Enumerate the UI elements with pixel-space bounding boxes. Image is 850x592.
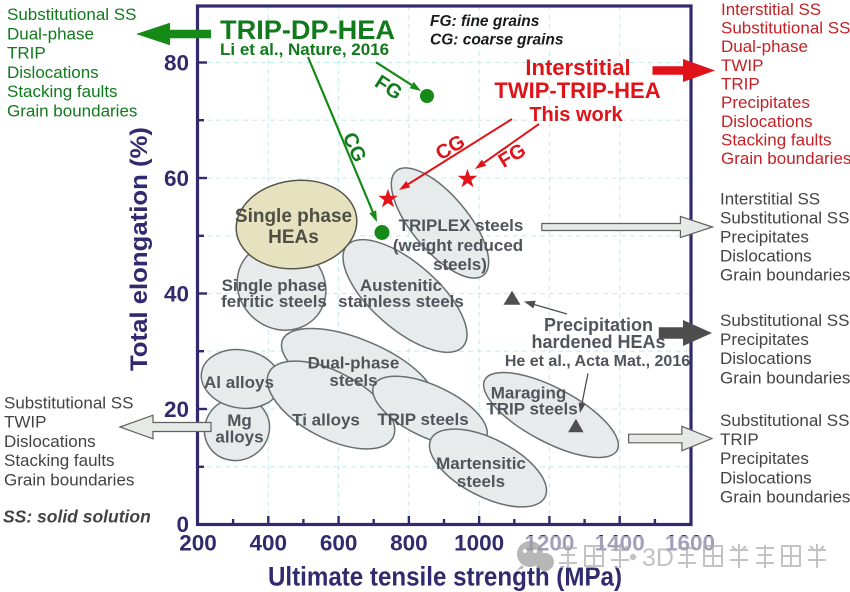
svg-text:CG: coarse grains: CG: coarse grains <box>430 32 564 49</box>
svg-text:stainless steels: stainless steels <box>338 292 464 311</box>
svg-text:Stacking faults: Stacking faults <box>7 82 118 101</box>
svg-text:Substitutional SS: Substitutional SS <box>4 393 133 412</box>
svg-text:Precipitates: Precipitates <box>720 330 809 349</box>
svg-text:Precipitates: Precipitates <box>720 228 809 247</box>
svg-text:TRIP: TRIP <box>7 44 46 63</box>
svg-text:3D: 3D <box>642 544 674 572</box>
svg-text:He et al., Acta Mat., 2016: He et al., Acta Mat., 2016 <box>505 353 690 370</box>
svg-text:steels: steels <box>329 371 377 390</box>
svg-text:alloys: alloys <box>215 428 263 447</box>
svg-text:Substitutional SS: Substitutional SS <box>720 411 849 430</box>
svg-text:ferritic steels: ferritic steels <box>221 292 327 311</box>
svg-text:TRIP: TRIP <box>720 430 759 449</box>
svg-text:Dislocations: Dislocations <box>721 112 813 131</box>
svg-text:Grain boundaries: Grain boundaries <box>7 102 137 121</box>
svg-text:Interstitial SS: Interstitial SS <box>721 0 821 19</box>
svg-text:Dual-phase: Dual-phase <box>721 37 808 56</box>
svg-text:HEAs: HEAs <box>268 227 319 248</box>
svg-text:Austenitic: Austenitic <box>360 276 442 295</box>
svg-text:This work: This work <box>529 104 623 126</box>
svg-text:Precipitates: Precipitates <box>721 93 810 112</box>
svg-text:800: 800 <box>390 531 428 556</box>
svg-text:Dislocations: Dislocations <box>720 468 812 487</box>
svg-text:Stacking faults: Stacking faults <box>721 131 832 150</box>
svg-text:Grain boundaries: Grain boundaries <box>721 149 850 168</box>
svg-text:Substitutional SS: Substitutional SS <box>720 208 849 227</box>
svg-text:steels: steels <box>457 472 505 491</box>
svg-text:Maraging: Maraging <box>491 384 567 403</box>
svg-text:20: 20 <box>164 397 189 422</box>
svg-text:Precipitation: Precipitation <box>544 315 653 335</box>
svg-text:TRIPLEX steels: TRIPLEX steels <box>399 216 524 235</box>
svg-text:Al alloys: Al alloys <box>204 373 274 392</box>
svg-text:Grain boundaries: Grain boundaries <box>4 471 134 490</box>
svg-text:400: 400 <box>250 531 288 556</box>
svg-text:Ti alloys: Ti alloys <box>292 411 360 430</box>
svg-text:TRIP-DP-HEA: TRIP-DP-HEA <box>220 15 395 45</box>
svg-text:Substitutional SS: Substitutional SS <box>720 311 849 330</box>
svg-text:Dual-phase: Dual-phase <box>308 354 400 373</box>
svg-text:Dual-phase: Dual-phase <box>7 24 94 43</box>
svg-text:Single phase: Single phase <box>222 276 327 295</box>
svg-text:Mg: Mg <box>227 411 252 430</box>
svg-text:TRIP steels: TRIP steels <box>486 400 577 419</box>
svg-text:Precipitates: Precipitates <box>720 449 809 468</box>
svg-text:FG: fine grains: FG: fine grains <box>430 13 540 30</box>
svg-text:1000: 1000 <box>454 531 504 556</box>
svg-text:Grain boundaries: Grain boundaries <box>720 368 850 387</box>
svg-text:TWIP-TRIP-HEA: TWIP-TRIP-HEA <box>494 78 660 103</box>
svg-text:Total elongation (%): Total elongation (%) <box>126 127 153 371</box>
svg-text:60: 60 <box>164 166 189 191</box>
svg-text:Grain boundaries: Grain boundaries <box>720 488 850 507</box>
svg-text:Interstitial SS: Interstitial SS <box>720 189 820 208</box>
svg-text:Li et al., Nature, 2016: Li et al., Nature, 2016 <box>220 40 389 59</box>
svg-text:40: 40 <box>164 282 189 307</box>
svg-text:hardened HEAs: hardened HEAs <box>531 332 665 352</box>
svg-text:Dislocations: Dislocations <box>720 247 812 266</box>
svg-text:Grain boundaries: Grain boundaries <box>720 266 850 285</box>
svg-text:Stacking faults: Stacking faults <box>4 451 115 470</box>
svg-text:steels): steels) <box>433 255 487 274</box>
svg-text:Interstitial: Interstitial <box>525 55 630 80</box>
svg-text:SS: solid solution: SS: solid solution <box>3 507 151 527</box>
svg-text:Substitutional SS: Substitutional SS <box>721 19 850 38</box>
svg-text:600: 600 <box>320 531 358 556</box>
svg-text:Dislocations: Dislocations <box>4 432 96 451</box>
svg-text:TWIP: TWIP <box>4 413 47 432</box>
svg-text:0: 0 <box>176 512 189 537</box>
svg-text:Dislocations: Dislocations <box>720 349 812 368</box>
svg-text:Dislocations: Dislocations <box>7 63 99 82</box>
svg-text:TWIP: TWIP <box>721 56 764 75</box>
svg-text:200: 200 <box>179 531 217 556</box>
svg-text:(weight reduced: (weight reduced <box>393 236 523 255</box>
svg-text:TRIP steels: TRIP steels <box>377 410 468 429</box>
svg-text:Martensitic: Martensitic <box>436 454 526 473</box>
svg-text:Substitutional SS: Substitutional SS <box>7 5 136 24</box>
svg-text:Single phase: Single phase <box>235 206 352 227</box>
svg-text:80: 80 <box>164 51 189 76</box>
svg-text:TRIP: TRIP <box>721 75 760 94</box>
